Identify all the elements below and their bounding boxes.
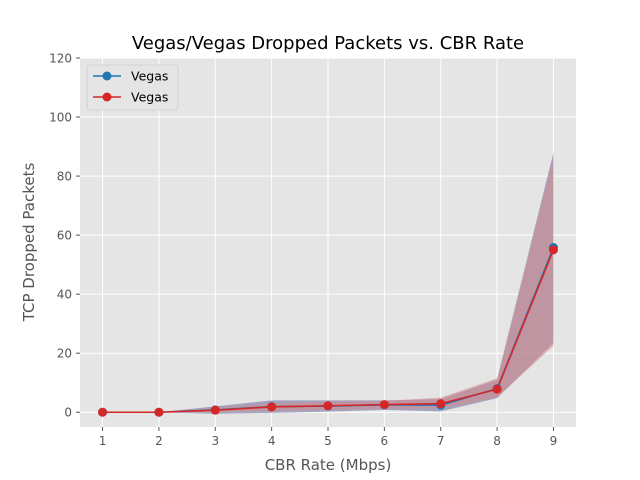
- chart-title: Vegas/Vegas Dropped Packets vs. CBR Rate: [132, 33, 524, 54]
- x-tick-label: 9: [550, 434, 558, 448]
- x-axis-label: CBR Rate (Mbps): [265, 456, 392, 474]
- data-point-2: [379, 400, 389, 410]
- data-point-2: [436, 399, 446, 409]
- confidence-band-2: [102, 158, 554, 413]
- data-point-2: [98, 407, 108, 417]
- y-tick-label: 80: [57, 170, 72, 184]
- legend-marker-vegas-2: [102, 92, 112, 102]
- data-point-2: [267, 402, 277, 412]
- y-tick-label: 120: [49, 52, 72, 66]
- x-tick-label: 5: [324, 434, 332, 448]
- x-tick-label: 8: [493, 434, 501, 448]
- legend-marker-vegas-1: [102, 71, 112, 81]
- legend-label-vegas-1: Vegas: [131, 69, 168, 84]
- grid-lines: [80, 57, 576, 427]
- data-point-2: [154, 407, 164, 417]
- x-tick-label: 2: [155, 434, 163, 448]
- data-point-2: [548, 245, 558, 255]
- y-tick-label: 60: [57, 229, 72, 243]
- data-point-2: [210, 405, 220, 415]
- y-tick-label: 100: [49, 111, 72, 125]
- x-tick-label: 7: [437, 434, 445, 448]
- legend-label-vegas-2: Vegas: [131, 90, 168, 105]
- series-markers: [98, 243, 558, 417]
- y-tick-label: 40: [57, 288, 72, 302]
- x-tick-label: 1: [99, 434, 107, 448]
- data-point-2: [492, 384, 502, 394]
- y-tick-label: 0: [64, 406, 72, 420]
- confidence-bands: [102, 152, 554, 414]
- legend: Vegas Vegas: [86, 64, 179, 111]
- x-tick-label: 6: [381, 434, 389, 448]
- x-tick-labels: 1 2 3 4 5 6 7 8 9: [99, 427, 558, 448]
- y-tick-label: 20: [57, 347, 72, 361]
- y-axis-label: TCP Dropped Packets: [20, 163, 38, 323]
- x-tick-label: 4: [268, 434, 276, 448]
- x-tick-label: 3: [211, 434, 219, 448]
- y-tick-labels: 0 20 40 60 80 100 120: [49, 52, 80, 420]
- data-point-2: [323, 401, 333, 411]
